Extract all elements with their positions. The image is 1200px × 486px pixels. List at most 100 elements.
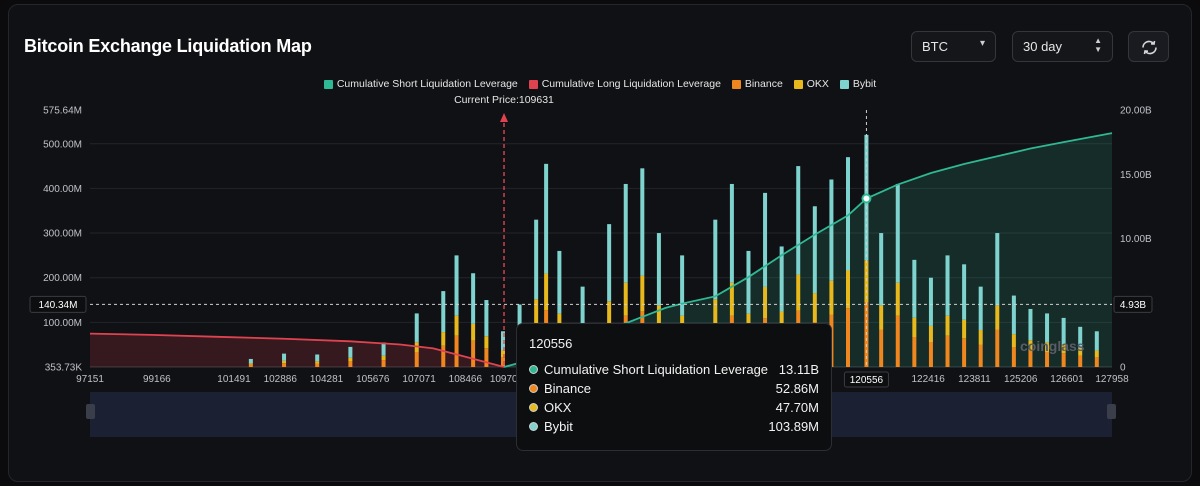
y-right-tick-label: 0: [1120, 363, 1126, 374]
watermark-logo: coinglass: [1020, 338, 1085, 354]
x-tick-label: 107071: [402, 374, 436, 385]
bar-bybit: [829, 179, 834, 281]
bar-okx: [348, 357, 353, 362]
x-hover-label: 120556: [850, 375, 884, 386]
bar-okx: [796, 274, 801, 311]
bar-okx: [895, 282, 900, 316]
bar-okx: [812, 293, 817, 322]
bar-binance: [441, 345, 446, 367]
binance-dot-icon: [529, 384, 538, 393]
y-left-marker-label: 140.34M: [39, 300, 78, 311]
y-left-tick-label: 200.00M: [43, 273, 82, 284]
y-left-tick-label: 575.64M: [43, 106, 82, 117]
bar-bybit: [1028, 308, 1033, 341]
bar-bybit: [746, 250, 751, 314]
y-right-tick-label: 10.00B: [1120, 234, 1152, 245]
bar-binance: [912, 336, 917, 367]
okx-dot-icon: [529, 403, 538, 412]
bar-binance: [978, 344, 983, 367]
bar-bybit: [995, 233, 1000, 306]
bar-okx: [282, 360, 287, 364]
bar-bybit: [441, 291, 446, 333]
bar-bybit: [962, 264, 967, 320]
bar-binance: [471, 340, 476, 367]
bar-bybit: [680, 255, 685, 316]
bar-okx: [640, 275, 645, 312]
legend-item-long[interactable]: Cumulative Long Liquidation Leverage: [528, 78, 721, 90]
chart-legend: Cumulative Short Liquidation Leverage Cu…: [0, 78, 1200, 92]
bar-okx: [1078, 348, 1083, 356]
bar-okx: [1011, 334, 1016, 347]
bar-bybit: [517, 304, 522, 339]
bar-okx: [1061, 344, 1066, 354]
bar-bybit: [796, 166, 801, 275]
bar-binance: [1061, 353, 1066, 367]
y-right-tick-label: 15.00B: [1120, 170, 1152, 181]
bar-bybit: [580, 286, 585, 331]
bar-bybit: [912, 259, 917, 318]
bar-bybit: [729, 183, 734, 283]
short-area: [504, 133, 1112, 367]
period-select-value: 30 day: [1023, 39, 1063, 54]
bar-bybit: [471, 273, 476, 324]
bar-bybit: [779, 246, 784, 312]
bar-okx: [1028, 340, 1033, 351]
bar-bybit: [945, 255, 950, 316]
bar-binance: [381, 360, 386, 367]
x-tick-label: 97151: [76, 374, 104, 385]
x-tick-label: 109706: [490, 374, 524, 385]
bar-bybit: [315, 354, 320, 362]
bar-okx: [454, 315, 459, 336]
bar-bybit: [534, 219, 539, 300]
legend-item-okx[interactable]: OKX: [793, 78, 829, 90]
legend-item-binance[interactable]: Binance: [731, 78, 783, 90]
bar-binance: [248, 364, 253, 367]
long-curve-line: [89, 332, 505, 368]
bar-binance: [1094, 356, 1099, 367]
range-slider-right-handle: [1107, 404, 1116, 419]
symbol-select[interactable]: BTC ▾: [911, 31, 996, 62]
bar-bybit: [978, 286, 983, 331]
y-left-tick-label: 300.00M: [43, 229, 82, 240]
bar-bybit: [544, 163, 549, 274]
bar-okx: [829, 280, 834, 315]
legend-item-bybit[interactable]: Bybit: [839, 78, 876, 90]
x-tick-label: 123811: [958, 374, 991, 385]
bar-okx: [484, 336, 489, 349]
bar-binance: [454, 335, 459, 367]
symbol-select-value: BTC: [922, 39, 948, 54]
bar-bybit: [557, 250, 562, 314]
x-hover-box: [843, 371, 889, 388]
bar-okx: [607, 301, 612, 327]
bar-bybit: [607, 224, 612, 302]
bar-bybit: [895, 183, 900, 283]
bar-binance: [928, 341, 933, 367]
bar-bybit: [1011, 295, 1016, 335]
y-left-tick-label: 400.00M: [43, 184, 82, 195]
y-left-marker-box: [29, 295, 87, 313]
bar-bybit: [1061, 317, 1066, 345]
bar-binance: [995, 329, 1000, 367]
bar-binance: [879, 329, 884, 367]
bar-binance: [348, 361, 353, 367]
bar-binance: [282, 363, 287, 367]
bar-bybit: [656, 233, 661, 306]
bar-okx: [500, 350, 505, 357]
bar-binance: [962, 338, 967, 367]
bar-okx: [864, 260, 869, 302]
legend-item-short[interactable]: Cumulative Short Liquidation Leverage: [323, 78, 518, 90]
bar-okx: [945, 315, 950, 336]
short-dot-icon: [529, 365, 538, 374]
bar-bybit: [845, 157, 850, 271]
bar-bybit: [248, 358, 253, 364]
bar-binance: [1045, 351, 1050, 367]
y-right-tick-label: 20.00B: [1120, 106, 1152, 117]
bar-okx: [879, 305, 884, 330]
bar-bybit: [713, 219, 718, 300]
x-tick-label: 127958: [1095, 374, 1129, 385]
x-tick-label: 101491: [217, 374, 251, 385]
refresh-button[interactable]: [1128, 31, 1169, 62]
bar-okx: [912, 317, 917, 337]
bar-okx: [544, 273, 549, 311]
period-select[interactable]: 30 day ▲ ▼: [1012, 31, 1113, 62]
